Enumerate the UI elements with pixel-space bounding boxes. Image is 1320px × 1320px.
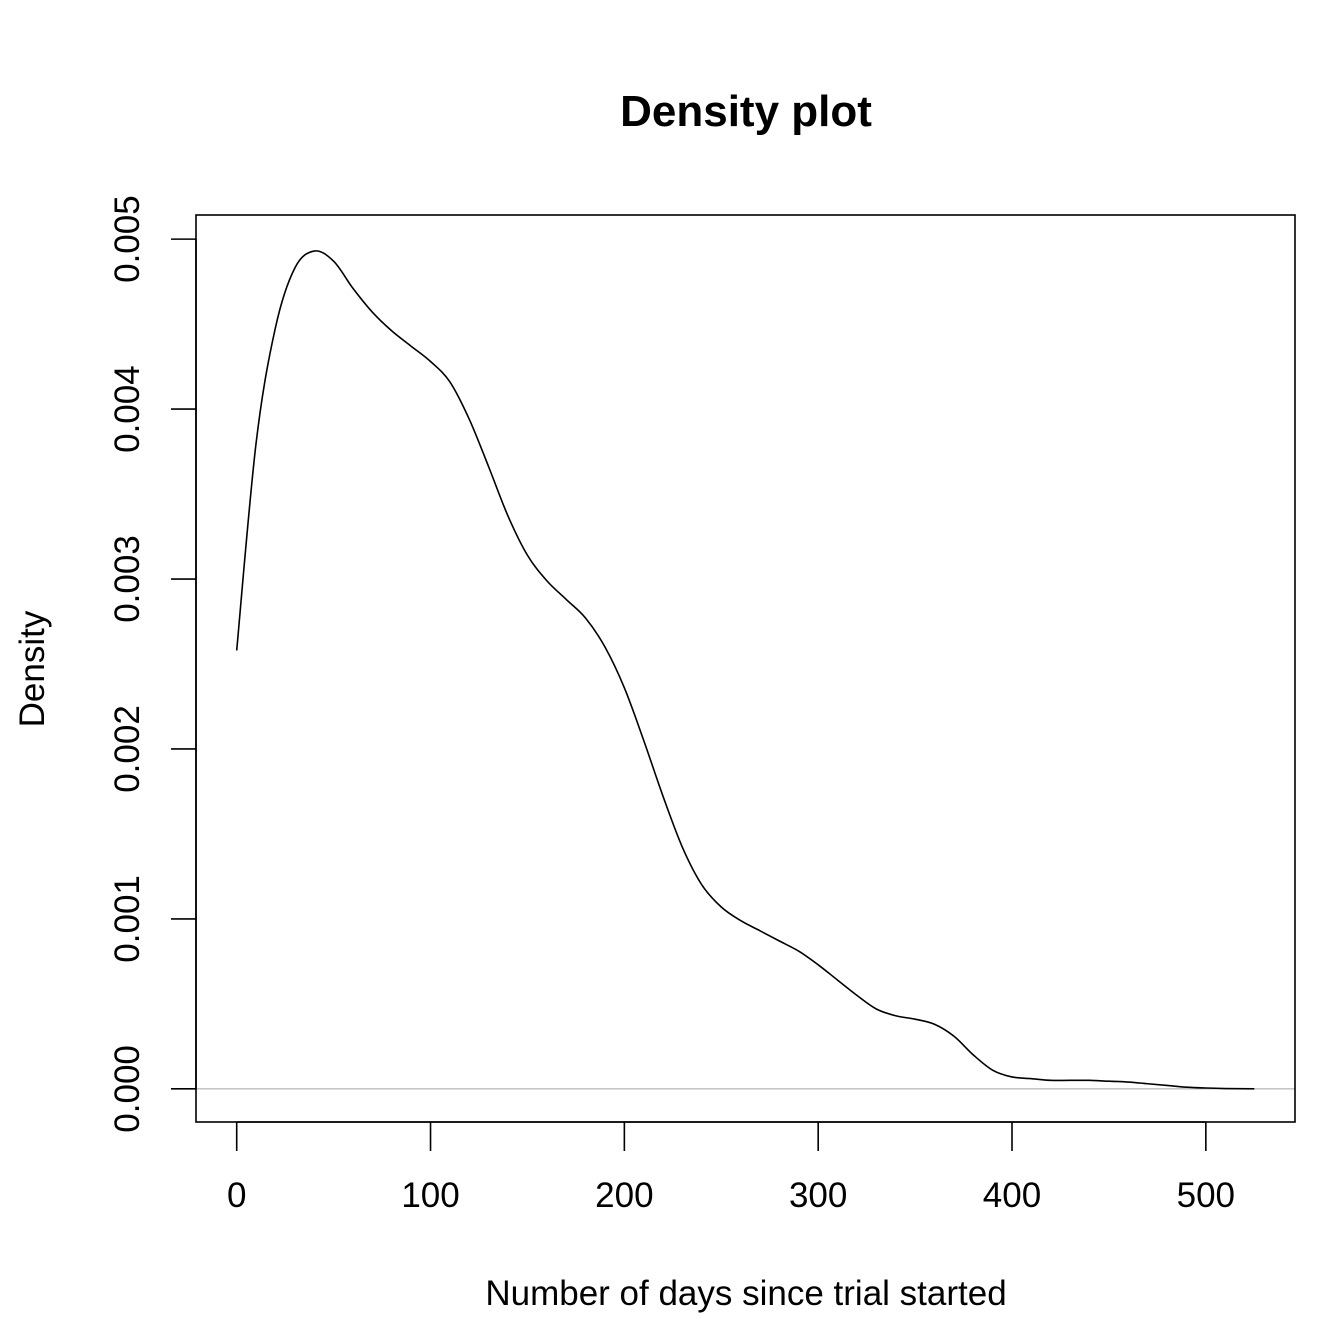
y-axis-label: Density <box>13 610 52 727</box>
x-tick-label: 500 <box>1177 1176 1235 1215</box>
x-tick-label: 100 <box>401 1176 459 1215</box>
y-axis: 0.000 0.001 0.002 0.003 0.004 0.005 <box>108 195 197 1133</box>
x-tick-label: 200 <box>595 1176 653 1215</box>
x-tick-label: 0 <box>227 1176 246 1215</box>
x-tick-label: 300 <box>789 1176 847 1215</box>
y-tick-label: 0.005 <box>108 195 147 283</box>
y-tick-label: 0.000 <box>108 1045 147 1133</box>
x-axis: 0 100 200 300 400 500 <box>227 1121 1235 1215</box>
density-curve <box>235 250 1255 1090</box>
x-axis-label: Number of days since trial started <box>485 1274 1006 1313</box>
y-tick-label: 0.003 <box>108 535 147 623</box>
chart-title: Density plot <box>620 87 872 136</box>
y-tick-label: 0.004 <box>108 365 147 453</box>
y-tick-label: 0.002 <box>108 705 147 793</box>
y-tick-label: 0.001 <box>108 875 147 963</box>
x-tick-label: 400 <box>983 1176 1041 1215</box>
